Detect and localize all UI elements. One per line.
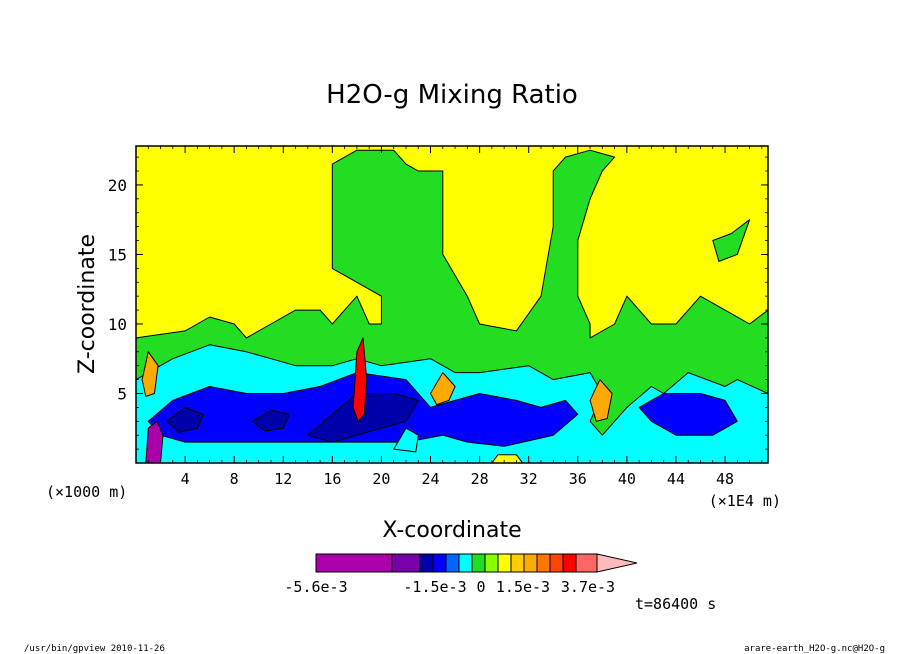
contour-region-2 [712,219,751,262]
x-tick-label: 16 [323,470,341,488]
colorbar-swatch [471,553,486,573]
plot-frame [135,145,769,464]
contour-region-15 [491,454,524,463]
x-axis-label: X-coordinate [382,518,521,543]
colorbar-swatch [419,553,434,573]
x-tick-label: 4 [181,470,190,488]
colorbar-extend-arrow [596,553,638,573]
x-tick-label: 24 [421,470,439,488]
colorbar-swatch [445,553,460,573]
contour-region-7 [166,406,204,433]
y-tick-label: 20 [108,176,127,195]
colorbar-swatch [549,553,564,573]
x-tick-label: 8 [230,470,239,488]
contour-region-9 [430,372,456,406]
colorbar-labels: -5.6e-3 -1.5e-3 0 1.5e-3 3.7e-3 [284,578,615,596]
colorbar-swatch [458,553,473,573]
y-tick-label: 15 [108,245,127,264]
x-axis-ticks: 4 8 12 16 20 24 28 32 36 40 44 48 [147,146,763,488]
y-tick-label: 10 [108,315,127,334]
contour-region-13 [145,420,164,463]
colorbar-label-3: 0 [476,578,485,596]
time-label: t=86400 s [635,595,716,613]
colorbar-label-4: 1.5e-3 [496,578,550,596]
y-axis-ticks: 5 10 15 20 [108,156,768,450]
colorbar-swatch [510,553,525,573]
contour-region-12 [352,337,368,422]
colorbar-swatch [523,553,538,573]
contour-region-14 [393,427,419,453]
colorbar-swatch [575,553,598,573]
contour-region-11 [141,351,159,397]
colorbar-swatch [484,553,499,573]
x-tick-label: 32 [520,470,538,488]
colorbar-swatch [497,553,512,573]
colorbar-label-1: -5.6e-3 [284,578,347,596]
colorbar-swatch [391,553,421,573]
x-scale-note: (×1E4 m) [709,492,781,510]
colorbar-label-2: -1.5e-3 [403,578,466,596]
x-tick-label: 28 [471,470,489,488]
x-tick-label: 44 [667,470,685,488]
contour-region-10 [589,379,613,422]
colorbar-label-5: 3.7e-3 [561,578,615,596]
x-tick-label: 40 [618,470,636,488]
x-tick-label: 36 [569,470,587,488]
contour-region-8 [252,409,290,432]
colorbar-swatch [432,553,447,573]
colorbar-swatch [562,553,577,573]
colorbar-swatch [315,553,393,573]
chart-title: H2O-g Mixing Ratio [326,80,578,110]
colorbar [315,553,638,573]
contour-region-5 [638,393,738,436]
footer-right: arare-earth_H2O-g.nc@H2O-g [744,644,885,654]
x-tick-label: 20 [372,470,390,488]
contour-region-6 [307,393,419,443]
plot-area [136,146,768,463]
footer-left: /usr/bin/gpview 2010-11-26 [24,644,165,654]
x-tick-label: 12 [274,470,292,488]
y-tick-label: 5 [117,384,127,403]
contour-regions [136,149,768,463]
colorbar-swatch [536,553,551,573]
x-tick-label: 48 [716,470,734,488]
y-axis-label: Z-coordinate [75,234,100,374]
x-unit-label: (×1000 m) [46,483,127,501]
